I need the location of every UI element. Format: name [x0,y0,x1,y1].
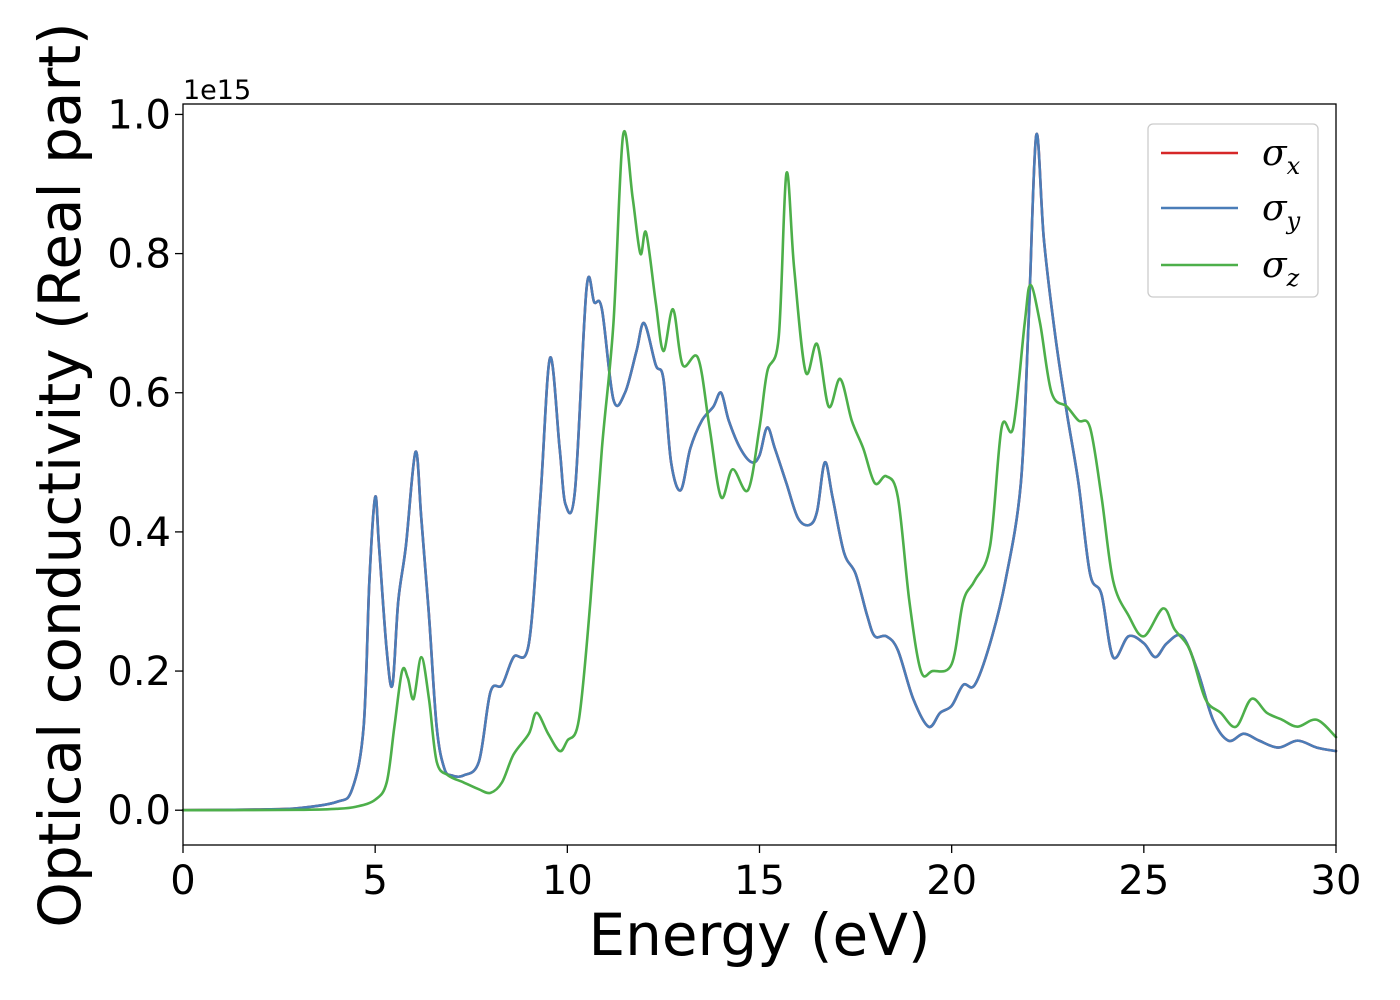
series-line-y [181,132,1338,812]
series-layer [181,130,1338,812]
y-tick-label: 0.0 [107,788,171,834]
legend-label-y: σy [1262,188,1301,235]
x-tick-label: 20 [926,858,977,904]
y-tick-label: 0.6 [107,371,171,417]
x-tick-label: 5 [362,858,387,904]
x-tick-label: 15 [734,858,785,904]
legend: σx σy σz [1147,123,1319,298]
y-tick-label: 1.0 [107,92,171,138]
legend-label-z: σz [1262,245,1300,292]
y-tick-label: 0.2 [107,649,171,695]
legend-label-x: σx [1262,133,1301,180]
y-tick-label: 0.8 [107,232,171,278]
legend-box [1147,123,1319,298]
y-axis-ticks: 0.0 0.2 0.4 0.6 0.8 1.0 [107,92,183,834]
y-offset-label: 1e15 [183,75,251,106]
x-axis-title: Energy (eV) [588,901,930,969]
x-tick-label: 0 [170,858,195,904]
x-tick-label: 25 [1118,858,1169,904]
x-tick-label: 30 [1311,858,1362,904]
x-axis-ticks: 0 5 10 15 20 25 30 [170,845,1361,904]
y-axis-title: Optical conductivity (Real part) [26,22,94,927]
series-line-z [181,130,1338,812]
x-tick-label: 10 [542,858,593,904]
y-tick-label: 0.4 [107,510,171,556]
